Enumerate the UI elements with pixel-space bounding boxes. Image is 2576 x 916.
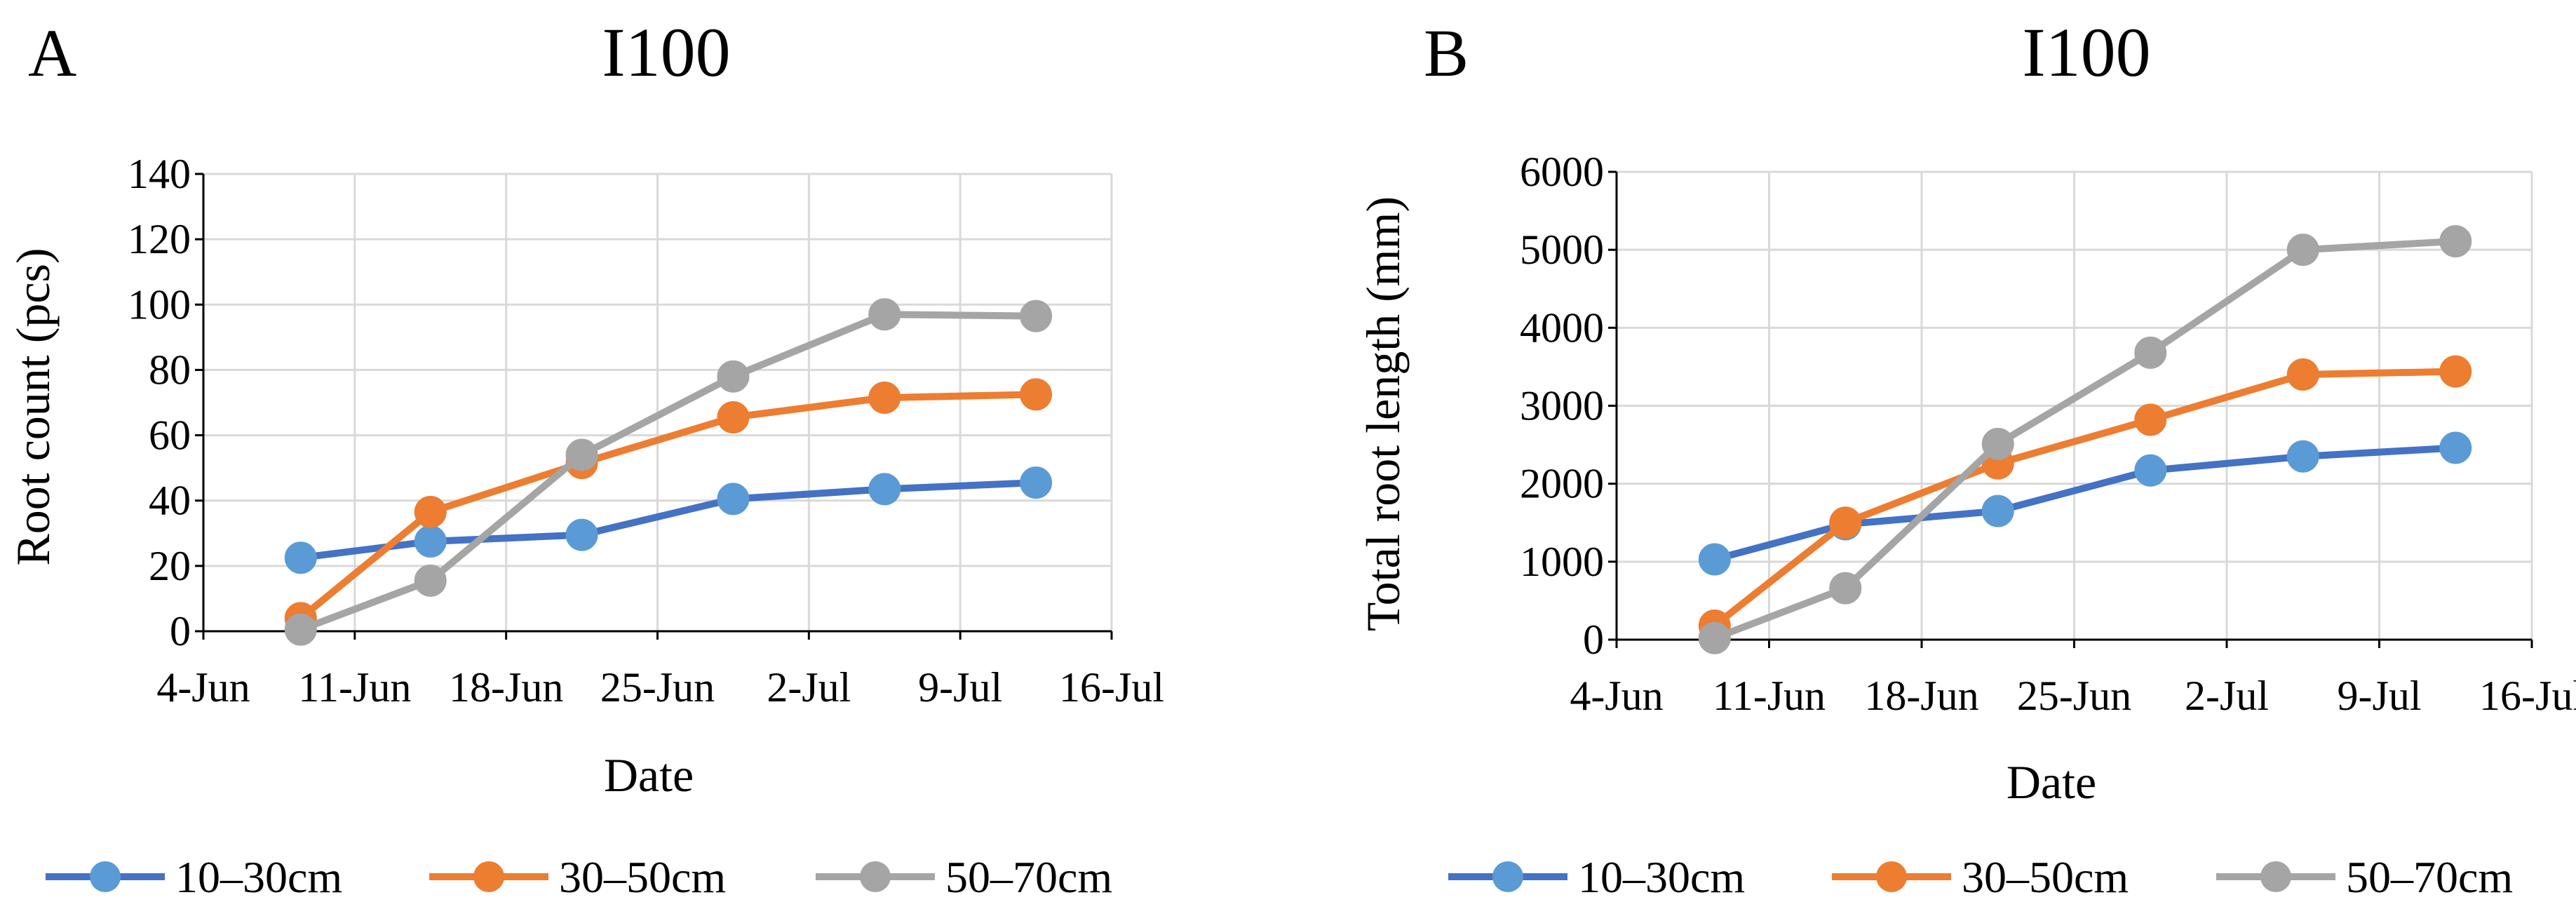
data-point [717,483,750,516]
series-line-3 [299,311,1037,633]
data-point [1020,299,1053,332]
data-point [565,518,598,551]
series-line-1 [1713,444,2456,563]
x-tick-label: 9-Jul [2338,673,2422,719]
y-tick-label: 60 [149,412,191,459]
legend-marker [1876,861,1907,892]
data-point [1829,572,1862,605]
legend-marker [2260,861,2291,892]
panel-letter-b: B [1424,15,1469,90]
y-tick-label: 5000 [1520,227,1604,273]
data-point [414,564,447,597]
x-tick-label: 4-Jun [156,664,250,710]
chart-b: B I100 Date Total root length (mm) 0 1000… [1356,13,2576,902]
legend-marker [1492,861,1523,892]
data-point [414,525,447,558]
legend-label: 50–70cm [2346,852,2513,902]
data-point [2439,431,2472,464]
x-tick-label: 18-Jun [449,664,563,710]
data-point [717,360,750,393]
data-point [2286,234,2319,267]
legend-label: 30–50cm [559,852,726,902]
legend-marker [860,861,891,892]
series-line-3 [1713,237,2456,642]
y-tick-label: 140 [128,151,191,197]
legend-label: 30–50cm [1962,852,2129,902]
y-tick-label: 1000 [1520,539,1604,585]
series-line-2 [1712,368,2456,628]
data-point [868,298,901,331]
chart-title-a: I100 [602,13,730,91]
data-point [1698,621,1731,654]
data-point [2134,454,2167,487]
y-tick-label: 0 [170,608,191,654]
legend-label: 10–30cm [1578,852,1745,902]
data-point [2286,358,2319,391]
x-tick-label: 2-Jul [767,664,851,710]
chart-title-b: I100 [2022,13,2150,91]
x-tick-label: 11-Jun [298,664,411,710]
legend-label: 50–70cm [945,852,1112,902]
data-point [284,613,317,646]
data-point [2134,403,2167,436]
data-point [565,438,598,471]
data-point [1829,506,1862,539]
data-point [1698,543,1731,576]
x-tick-label: 4-Jun [1570,673,1663,719]
series-line-2 [298,391,1037,621]
data-point [2439,224,2472,257]
chart-a: A I100 Date Root count (pcs) 0 20 40 60 80 10… [6,13,1164,902]
data-point [284,541,317,574]
y-tick-label: 100 [128,281,191,328]
x-tick-label: 25-Jun [2017,673,2131,719]
x-tick-label: 2-Jul [2185,673,2269,719]
data-point [868,473,901,506]
y-tick-label: 120 [128,216,191,262]
y-tick-label: 0 [1583,617,1604,663]
data-point [1981,427,2014,460]
y-axis-title-a: Root count (pcs) [6,248,60,565]
data-point [1020,466,1053,499]
data-point [1981,494,2014,527]
data-point [414,496,447,529]
data-point [2439,355,2472,388]
legend-marker [473,861,504,892]
data-point [1020,378,1053,411]
y-tick-label: 3000 [1520,383,1604,429]
y-tick-label: 6000 [1520,149,1604,195]
x-tick-label: 18-Jun [1864,673,1978,719]
x-axis-title-b: Date [2007,755,2096,809]
legend-marker [90,861,121,892]
panel-letter-a: A [28,15,76,90]
data-point [2286,440,2319,473]
x-tick-label: 16-Jul [1059,664,1164,710]
x-axis-title-a: Date [604,748,694,802]
data-point [868,382,901,415]
y-tick-label: 20 [149,543,191,589]
y-tick-label: 4000 [1520,304,1604,351]
y-tick-label: 40 [149,478,191,524]
series-line-1 [300,479,1037,562]
x-tick-label: 9-Jul [918,664,1002,710]
x-tick-label: 11-Jun [1713,673,1826,719]
x-tick-label: 25-Jun [600,664,715,710]
y-tick-label: 2000 [1520,461,1604,507]
data-point [2134,336,2167,369]
y-axis-title-b: Total root length (mm) [1356,196,1410,631]
data-point [717,400,750,433]
legend-label: 10–30cm [175,852,342,902]
y-tick-label: 80 [149,346,191,393]
x-tick-label: 16-Jul [2479,673,2576,719]
